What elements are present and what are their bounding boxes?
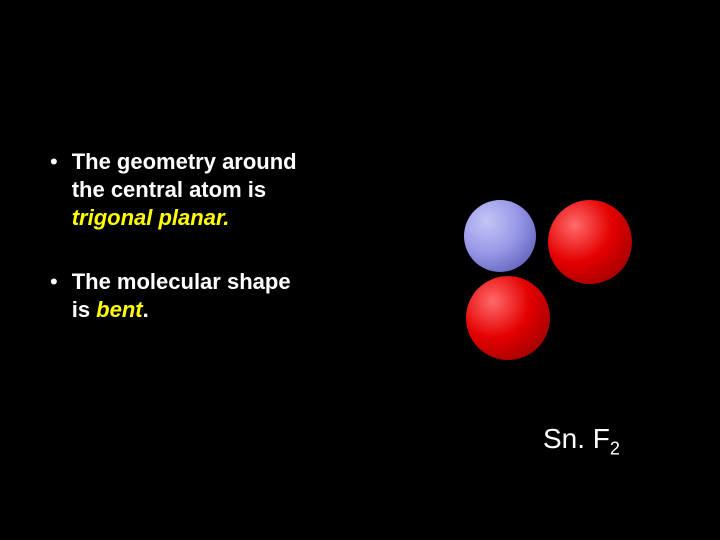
- bullet-2-line-2-pre: is: [72, 297, 96, 322]
- bullet-1-line-2: the central atom is: [72, 177, 266, 202]
- bullet-2: • The molecular shape is bent.: [50, 268, 291, 324]
- bullet-1-highlight: trigonal planar.: [72, 205, 230, 230]
- bullet-1-line-1: The geometry around: [72, 149, 297, 174]
- bullet-dot: •: [50, 148, 58, 176]
- bullet-1-text: The geometry around the central atom is …: [72, 148, 297, 232]
- formula: Sn. F2: [543, 423, 620, 460]
- formula-text: Sn. F: [543, 423, 610, 454]
- atom-center: [464, 200, 536, 272]
- formula-subscript: 2: [610, 439, 620, 459]
- bullet-1: • The geometry around the central atom i…: [50, 148, 297, 232]
- bullet-2-line-1: The molecular shape: [72, 269, 291, 294]
- bullet-dot: •: [50, 268, 58, 296]
- slide: • The geometry around the central atom i…: [0, 0, 720, 540]
- atom-bottom: [466, 276, 550, 360]
- bullet-2-line-2-post: .: [143, 297, 149, 322]
- bullet-2-text: The molecular shape is bent.: [72, 268, 291, 324]
- bullet-2-highlight: bent: [96, 297, 142, 322]
- atom-right: [548, 200, 632, 284]
